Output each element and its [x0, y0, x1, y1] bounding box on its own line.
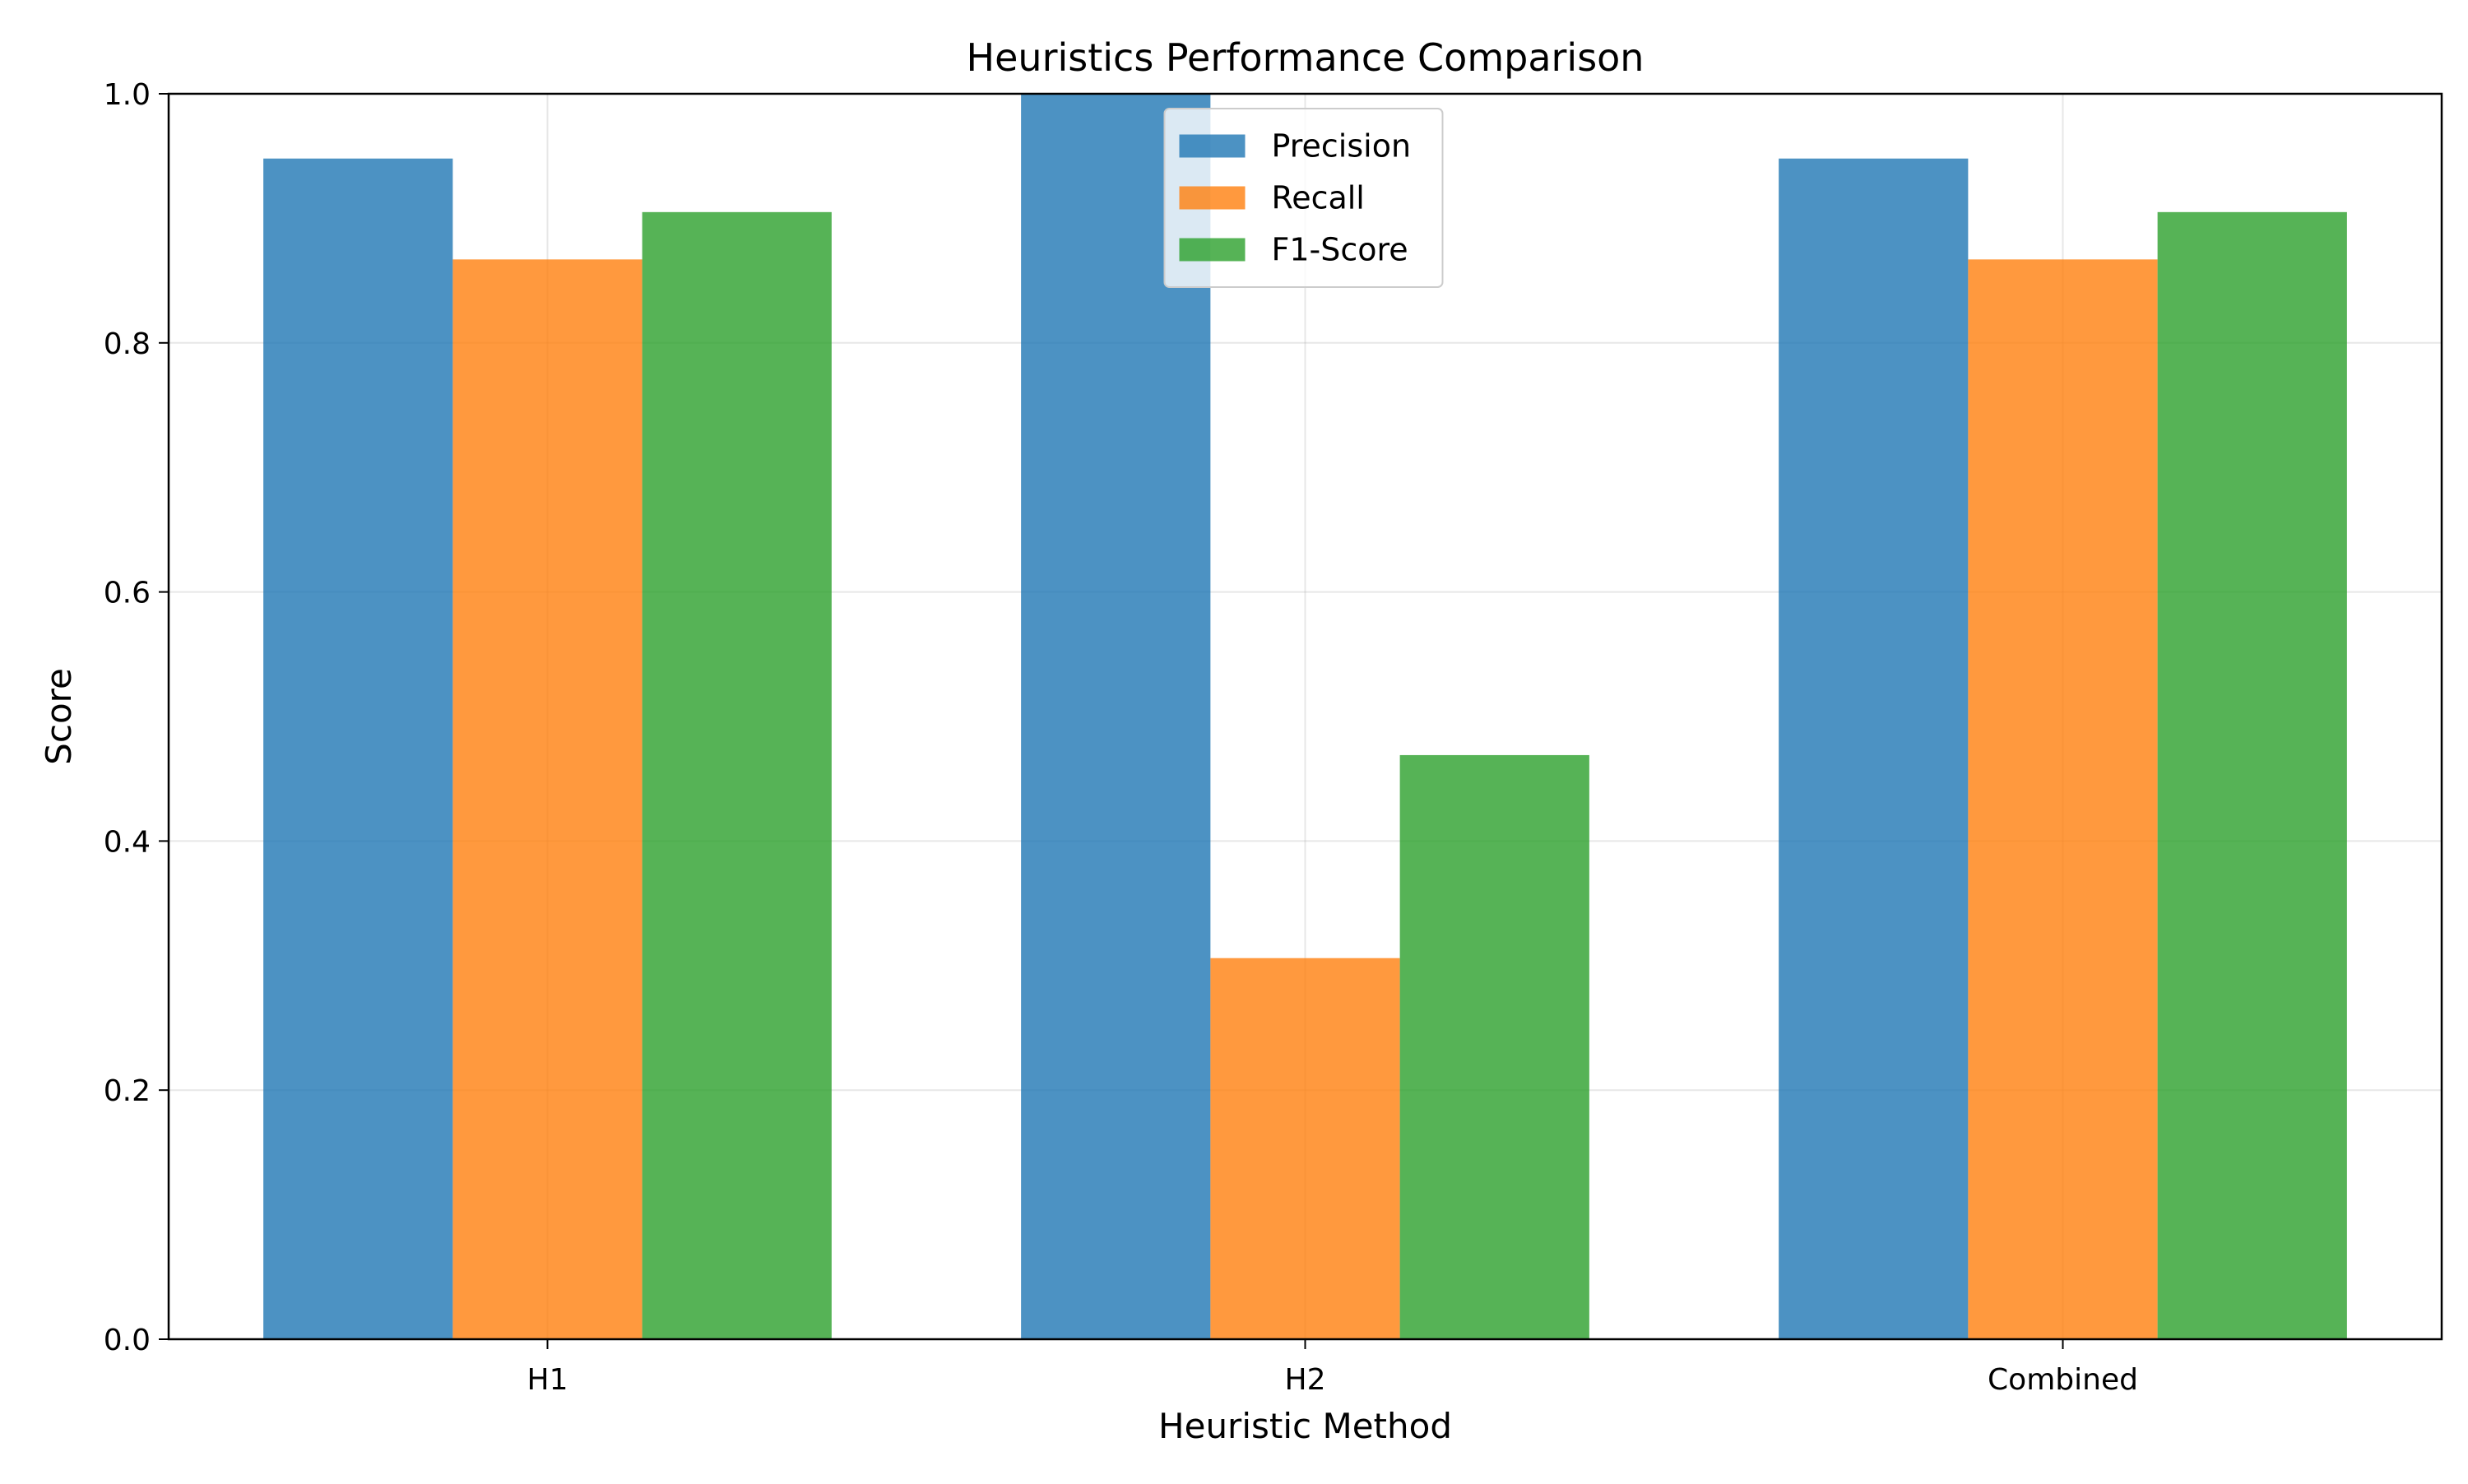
bar-precision-h2: [1021, 94, 1211, 1339]
legend-swatch-f1-score: [1179, 238, 1246, 262]
legend-label-precision: Precision: [1272, 128, 1412, 165]
legend-label-f1-score: F1-Score: [1272, 232, 1408, 268]
bar-f1-score-h2: [1399, 754, 1589, 1339]
legend-swatch-recall: [1179, 186, 1246, 210]
y-tick-label: 0.0: [104, 1324, 151, 1357]
bar-precision-combined: [1779, 158, 1969, 1339]
chart-title: Heuristics Performance Comparison: [967, 35, 1645, 80]
y-tick-label: 0.6: [104, 577, 151, 610]
y-tick-label: 0.2: [104, 1074, 151, 1108]
y-axis-label: Score: [39, 668, 79, 765]
legend-items: Precision Recall F1-Score: [1179, 128, 1412, 268]
x-axis-label: Heuristic Method: [1158, 1406, 1452, 1446]
y-tick-label: 0.4: [104, 825, 151, 859]
bar-recall-combined: [1968, 259, 2158, 1339]
x-tick-label: H2: [1285, 1363, 1326, 1397]
legend-label-recall: Recall: [1272, 180, 1365, 216]
bar-f1-score-combined: [2157, 211, 2347, 1340]
x-tick-label: H1: [527, 1363, 568, 1397]
legend-swatch-precision: [1179, 134, 1246, 158]
bar-f1-score-h1: [642, 211, 832, 1340]
bar-recall-h2: [1210, 958, 1400, 1339]
y-tick-label: 0.8: [104, 327, 151, 361]
bar-recall-h1: [452, 259, 643, 1339]
bars-layer: [263, 94, 2347, 1340]
legend: Precision Recall F1-Score: [1163, 108, 1444, 288]
axes-layer: 0.0 0.2 0.4 0.6 0.8 1.0 H1 H2 Combined: [104, 78, 2138, 1397]
y-tick-label: 1.0: [104, 78, 151, 112]
x-tick-label: Combined: [1988, 1363, 2138, 1397]
bar-precision-h1: [263, 158, 453, 1339]
